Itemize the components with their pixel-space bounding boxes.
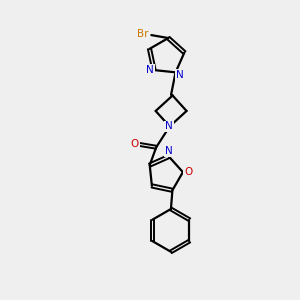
Text: N: N: [176, 70, 184, 80]
Text: N: N: [146, 65, 154, 75]
Text: O: O: [184, 167, 192, 177]
Text: N: N: [165, 122, 173, 131]
Text: N: N: [165, 146, 173, 156]
Text: Br: Br: [137, 28, 149, 39]
Text: O: O: [131, 139, 139, 149]
